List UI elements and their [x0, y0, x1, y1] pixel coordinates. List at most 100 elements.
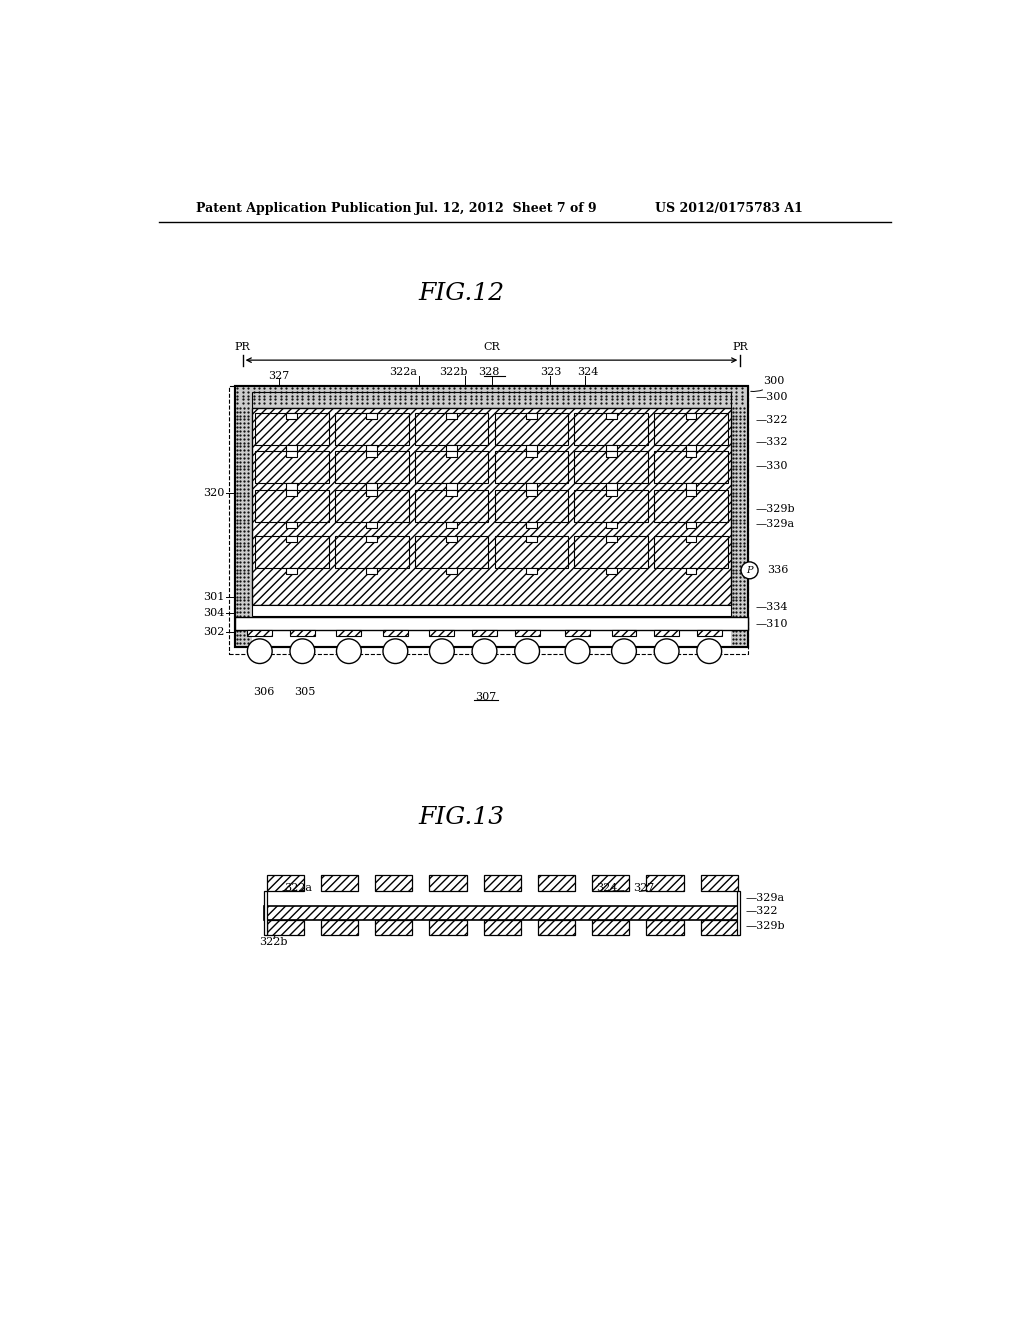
Bar	[686, 521, 696, 528]
Bar	[592, 875, 630, 891]
Text: 336: 336	[767, 565, 788, 576]
Circle shape	[654, 639, 679, 664]
Text: P: P	[746, 566, 753, 574]
Bar	[287, 490, 297, 496]
Text: 322b: 322b	[259, 937, 288, 948]
Bar	[700, 875, 738, 891]
Bar	[375, 920, 413, 936]
Bar	[495, 536, 568, 568]
Bar	[415, 536, 488, 568]
Circle shape	[472, 639, 497, 664]
Bar	[252, 605, 731, 615]
Bar	[654, 413, 728, 445]
Bar	[515, 630, 540, 636]
Bar	[606, 483, 616, 490]
Bar	[483, 920, 521, 936]
Text: 322a: 322a	[389, 367, 417, 378]
Text: —329a: —329a	[745, 892, 784, 903]
Circle shape	[248, 639, 272, 664]
Text: Patent Application Publication: Patent Application Publication	[197, 202, 412, 215]
Bar	[287, 451, 297, 457]
Text: 300: 300	[751, 376, 784, 392]
Circle shape	[337, 639, 361, 664]
Text: 327: 327	[268, 371, 290, 380]
Bar	[446, 483, 457, 490]
Text: —322: —322	[745, 907, 778, 916]
Text: —330: —330	[756, 462, 788, 471]
Bar	[429, 920, 467, 936]
Bar	[234, 618, 748, 630]
Bar	[337, 630, 361, 636]
Bar	[228, 387, 748, 653]
Bar	[526, 483, 537, 490]
Bar	[367, 568, 377, 574]
Bar	[255, 490, 329, 521]
Text: 305: 305	[294, 686, 315, 697]
Bar	[606, 521, 616, 528]
Bar	[737, 891, 740, 936]
Text: FIG.12: FIG.12	[418, 281, 504, 305]
Bar	[263, 891, 266, 936]
Bar	[252, 408, 731, 605]
Circle shape	[515, 639, 540, 664]
Circle shape	[565, 639, 590, 664]
Bar	[266, 920, 304, 936]
Circle shape	[697, 639, 722, 664]
Text: 327: 327	[634, 883, 654, 894]
Text: 328: 328	[477, 367, 499, 378]
Bar	[367, 536, 377, 543]
Bar	[234, 387, 748, 647]
Bar	[606, 445, 616, 451]
Bar	[335, 536, 409, 568]
Text: PR: PR	[234, 342, 251, 352]
Bar	[538, 875, 575, 891]
Bar	[266, 875, 304, 891]
Bar	[415, 413, 488, 445]
Text: 322b: 322b	[439, 367, 468, 378]
Bar	[446, 568, 457, 574]
Bar	[654, 451, 728, 483]
Bar	[654, 490, 728, 521]
Text: 304: 304	[204, 607, 225, 618]
Text: —329a: —329a	[756, 519, 795, 529]
Bar	[483, 875, 521, 891]
Bar	[415, 451, 488, 483]
Bar	[606, 413, 616, 418]
Bar	[375, 875, 413, 891]
Bar	[335, 490, 409, 521]
Bar	[290, 630, 314, 636]
Bar	[234, 387, 748, 647]
Text: Jul. 12, 2012  Sheet 7 of 9: Jul. 12, 2012 Sheet 7 of 9	[415, 202, 597, 215]
Bar	[654, 630, 679, 636]
Bar	[383, 630, 408, 636]
Bar	[287, 413, 297, 418]
Bar	[234, 387, 252, 647]
Text: —332: —332	[756, 437, 788, 446]
Bar	[495, 490, 568, 521]
Bar	[446, 490, 457, 496]
Text: —329b: —329b	[745, 921, 785, 931]
Bar	[606, 568, 616, 574]
Bar	[526, 413, 537, 418]
Text: 324: 324	[596, 883, 617, 894]
Bar	[565, 630, 590, 636]
Bar	[495, 451, 568, 483]
Text: 322a: 322a	[285, 883, 312, 894]
Text: —322: —322	[756, 416, 788, 425]
Bar	[606, 490, 616, 496]
Bar	[429, 630, 455, 636]
Bar	[287, 536, 297, 543]
Bar	[606, 536, 616, 543]
Bar	[446, 536, 457, 543]
Bar	[321, 920, 358, 936]
Bar	[255, 536, 329, 568]
Bar	[686, 445, 696, 451]
Bar	[335, 451, 409, 483]
Bar	[367, 521, 377, 528]
Bar	[574, 413, 648, 445]
Text: 302: 302	[204, 627, 225, 638]
Bar	[367, 451, 377, 457]
Bar	[574, 536, 648, 568]
Text: 307: 307	[475, 693, 497, 702]
Bar	[446, 521, 457, 528]
